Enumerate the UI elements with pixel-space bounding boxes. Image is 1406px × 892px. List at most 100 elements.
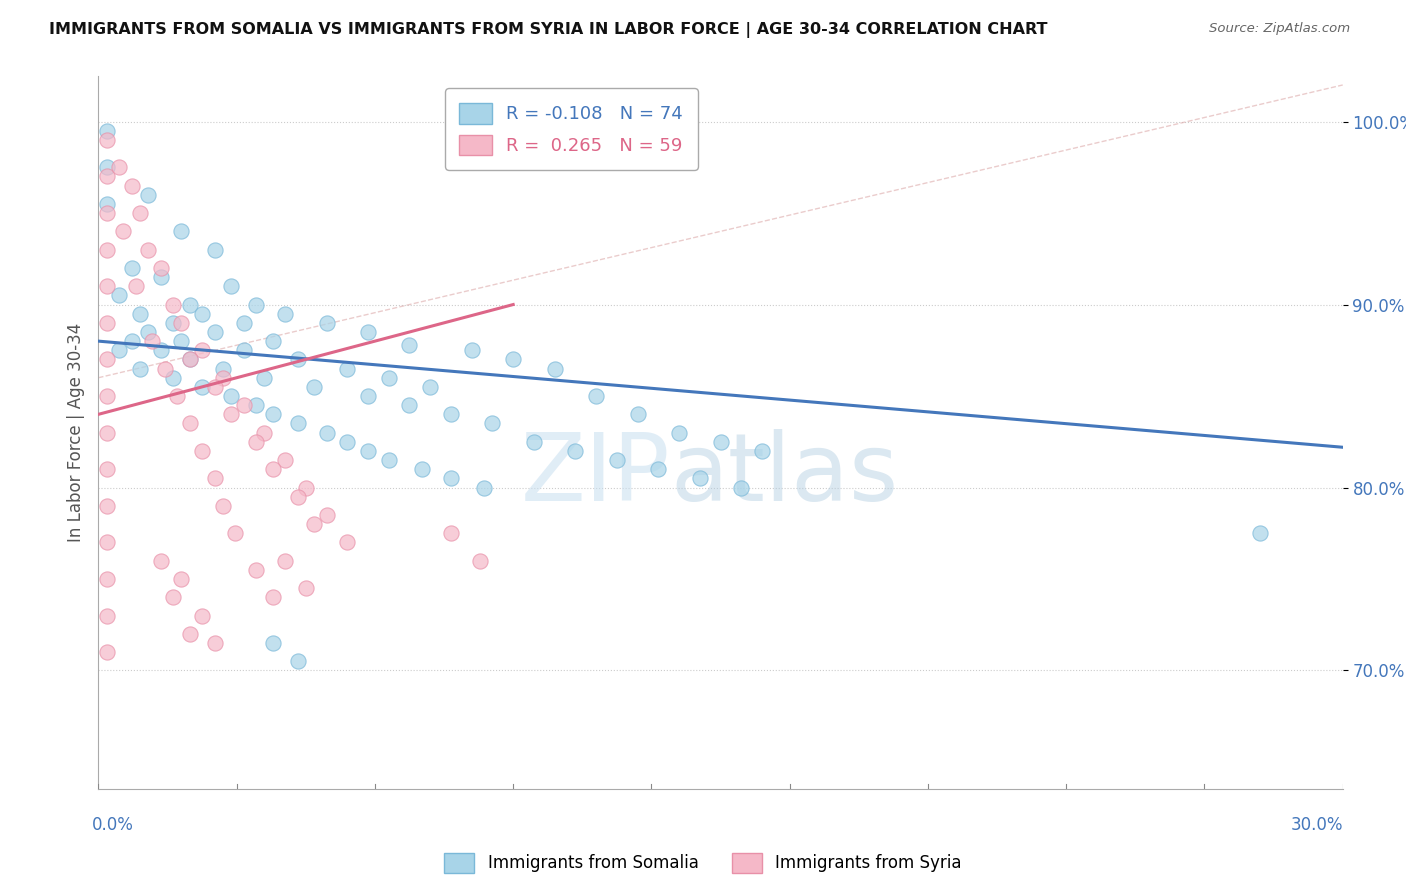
Point <box>162 591 184 605</box>
Point <box>287 417 309 431</box>
Point <box>411 462 433 476</box>
Point <box>481 417 503 431</box>
Point <box>121 260 143 275</box>
Point <box>472 481 495 495</box>
Point <box>232 398 254 412</box>
Point <box>398 338 420 352</box>
Point <box>96 462 118 476</box>
Point <box>440 407 463 421</box>
Point <box>204 380 226 394</box>
Point <box>302 517 325 532</box>
Point <box>191 380 214 394</box>
Point <box>336 434 359 449</box>
Point <box>211 499 233 513</box>
Point <box>710 434 733 449</box>
Point <box>121 334 143 348</box>
Point <box>191 343 214 358</box>
Point <box>211 361 233 376</box>
Text: atlas: atlas <box>671 429 898 522</box>
Point <box>357 389 380 403</box>
Point <box>440 471 463 485</box>
Point <box>162 297 184 311</box>
Point <box>204 243 226 257</box>
Point <box>96 279 118 293</box>
Point <box>295 481 318 495</box>
Point <box>96 535 118 549</box>
Point <box>179 352 201 367</box>
Point <box>262 334 284 348</box>
Point <box>96 608 118 623</box>
Point <box>468 554 491 568</box>
Point <box>149 260 172 275</box>
Point <box>295 581 318 595</box>
Text: 30.0%: 30.0% <box>1291 816 1343 834</box>
Point <box>689 471 711 485</box>
Point <box>204 325 226 339</box>
Point <box>460 343 484 358</box>
Point <box>377 453 401 467</box>
Point <box>357 444 380 458</box>
Point <box>96 197 118 211</box>
Point <box>204 636 226 650</box>
Point <box>274 307 297 321</box>
Point <box>96 389 118 403</box>
Point <box>121 178 143 193</box>
Point <box>543 361 565 376</box>
Point <box>232 316 254 330</box>
Point <box>108 161 131 175</box>
Point <box>219 407 242 421</box>
Point <box>170 316 193 330</box>
Point <box>170 572 193 586</box>
Point <box>262 462 284 476</box>
Point <box>129 307 152 321</box>
Point <box>179 352 201 367</box>
Point <box>315 316 337 330</box>
Point <box>419 380 441 394</box>
Point <box>108 288 131 302</box>
Point <box>149 554 172 568</box>
Point <box>564 444 586 458</box>
Point <box>96 124 118 138</box>
Point <box>730 481 752 495</box>
Point <box>336 535 359 549</box>
Point <box>315 508 337 522</box>
Point <box>232 343 254 358</box>
Point <box>136 187 159 202</box>
Point <box>191 307 214 321</box>
Point <box>253 425 276 440</box>
Point <box>170 334 193 348</box>
Point <box>108 343 131 358</box>
Point <box>606 453 628 467</box>
Point <box>287 654 309 668</box>
Point <box>96 645 118 659</box>
Point <box>179 627 201 641</box>
Point <box>191 444 214 458</box>
Point <box>245 434 267 449</box>
Point <box>96 206 118 220</box>
Point <box>96 352 118 367</box>
Point <box>440 526 463 541</box>
Point <box>136 243 159 257</box>
Point <box>523 434 546 449</box>
Point <box>287 490 309 504</box>
Point <box>627 407 650 421</box>
Point <box>647 462 669 476</box>
Point <box>96 425 118 440</box>
Point <box>136 325 159 339</box>
Point <box>668 425 690 440</box>
Point <box>274 453 297 467</box>
Point <box>502 352 524 367</box>
Point <box>245 563 267 577</box>
Point <box>219 389 242 403</box>
Point <box>262 591 284 605</box>
Point <box>125 279 148 293</box>
Point <box>245 398 267 412</box>
Point <box>224 526 246 541</box>
Text: Source: ZipAtlas.com: Source: ZipAtlas.com <box>1209 22 1350 36</box>
Point <box>96 572 118 586</box>
Point <box>96 243 118 257</box>
Point <box>162 370 184 384</box>
Point <box>96 161 118 175</box>
Point <box>585 389 607 403</box>
Legend: R = -0.108   N = 74, R =  0.265   N = 59: R = -0.108 N = 74, R = 0.265 N = 59 <box>444 88 697 169</box>
